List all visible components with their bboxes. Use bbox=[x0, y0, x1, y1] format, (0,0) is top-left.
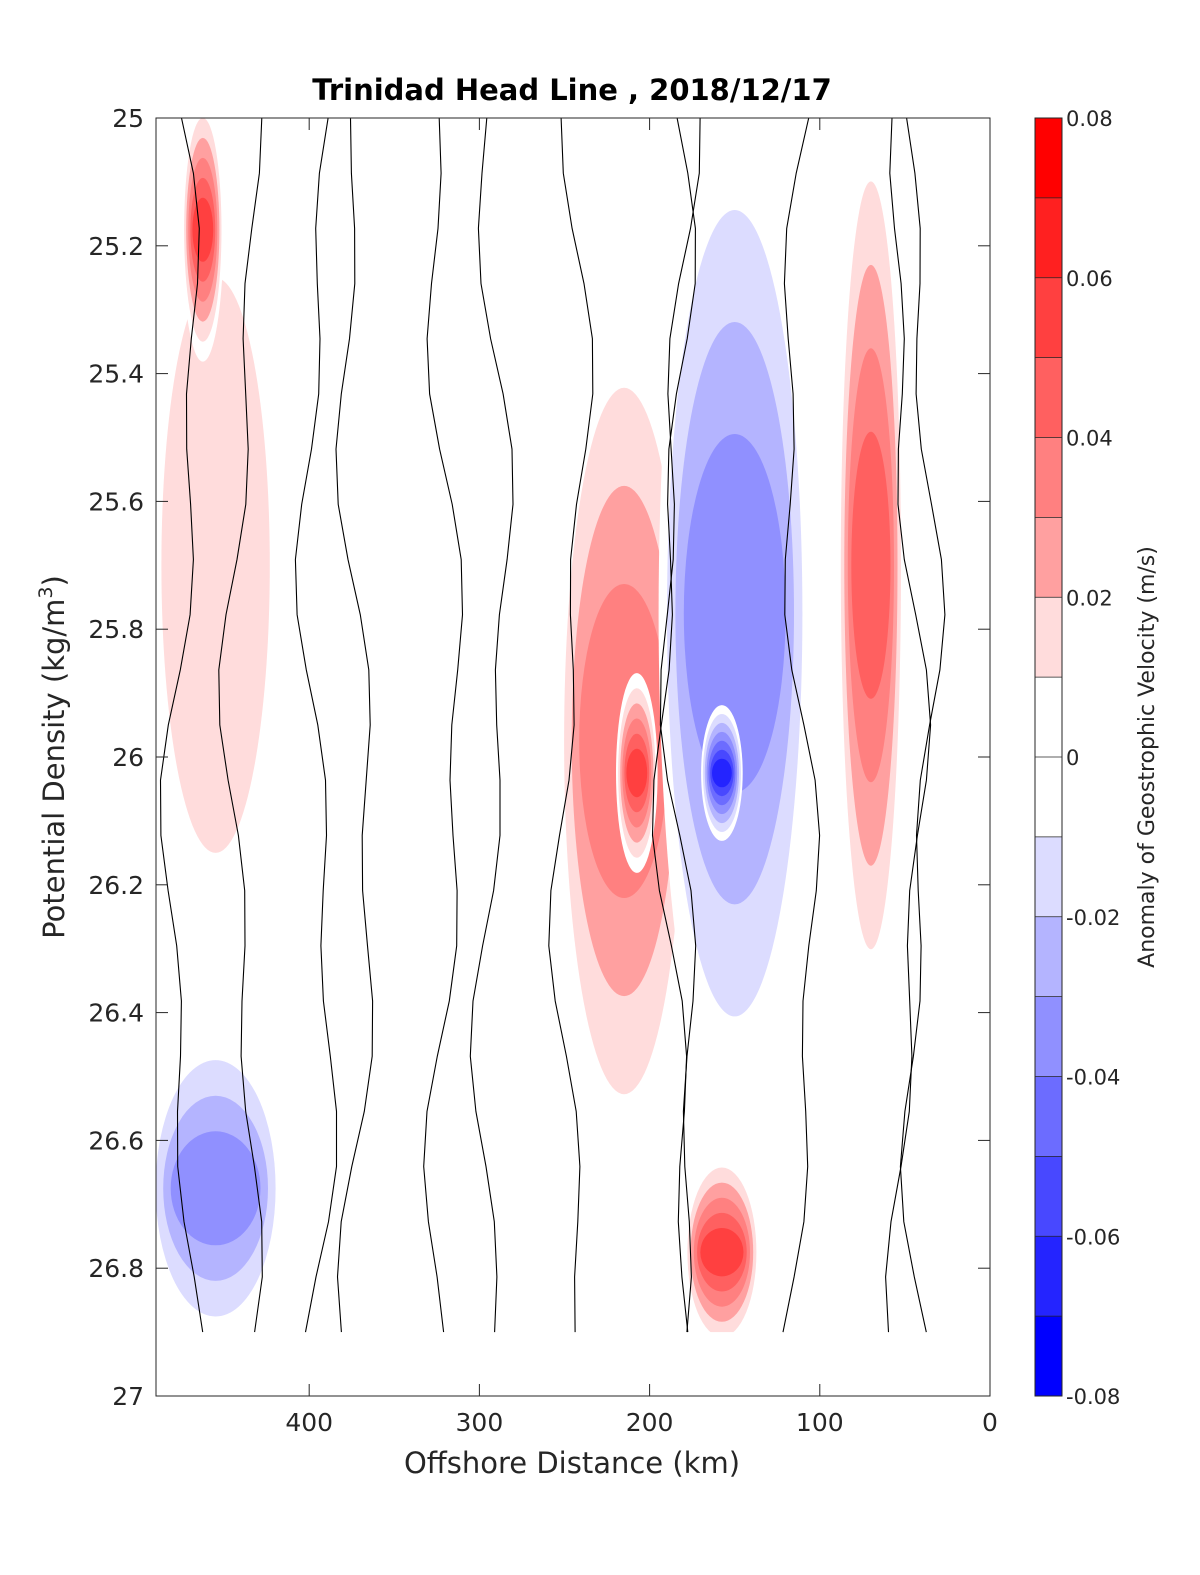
colorbar-label: Anomaly of Geostrophic Velocity (m/s) bbox=[1135, 546, 1160, 968]
contour-fill-level bbox=[192, 197, 214, 262]
zero-contour bbox=[335, 118, 374, 1333]
no-data-region bbox=[156, 1332, 990, 1396]
x-axis-label: Offshore Distance (km) bbox=[404, 1446, 740, 1480]
zero-contour bbox=[159, 118, 204, 1333]
y-tick-label: 25.6 bbox=[88, 487, 144, 516]
zero-contour bbox=[294, 118, 338, 1333]
y-axis-label-close: ) bbox=[37, 575, 71, 586]
contour-fill-level bbox=[161, 277, 270, 853]
colorbar-level bbox=[1035, 1236, 1062, 1317]
colorbar-tick-label: -0.02 bbox=[1066, 906, 1120, 930]
zero-contour bbox=[423, 118, 464, 1333]
contour-fill-level bbox=[170, 1131, 261, 1246]
x-tick-label: 0 bbox=[982, 1408, 998, 1437]
colorbar-tick-label: 0.02 bbox=[1066, 586, 1113, 610]
colorbar-level bbox=[1035, 357, 1062, 439]
y-tick-label: 26.2 bbox=[88, 871, 144, 900]
zero-contour bbox=[469, 118, 514, 1333]
contour-fill-level bbox=[712, 758, 732, 788]
colorbar: 0.08 0.06 0.04 0.02 0 -0.02 -0.04 -0.06 -0.08 bbox=[1034, 107, 1120, 1409]
zero-contour-lines bbox=[159, 118, 946, 1333]
x-tick-label: 100 bbox=[796, 1408, 844, 1437]
colorbar-level bbox=[1035, 1156, 1062, 1237]
y-axis-label: Potential Density (kg/m3) bbox=[35, 575, 71, 939]
zero-contour bbox=[885, 118, 932, 1333]
colorbar-level bbox=[1035, 437, 1062, 518]
colorbar-level bbox=[1035, 1316, 1062, 1397]
y-tick-label: 27 bbox=[112, 1382, 144, 1411]
zero-contour bbox=[218, 118, 263, 1333]
zero-contour bbox=[782, 118, 821, 1333]
contour-fill-level bbox=[626, 748, 648, 798]
colorbar-level bbox=[1035, 836, 1062, 918]
colorbar-tick-label: 0 bbox=[1066, 746, 1079, 770]
x-axis: 400 300 200 100 0 bbox=[285, 118, 998, 1437]
chart-title: Trinidad Head Line , 2018/12/17 bbox=[312, 73, 832, 107]
colorbar-level bbox=[1035, 757, 1062, 838]
colorbar-level bbox=[1035, 677, 1062, 758]
contour-field bbox=[156, 118, 990, 1396]
colorbar-tick-label: -0.04 bbox=[1066, 1066, 1120, 1090]
colorbar-level bbox=[1035, 597, 1062, 678]
zero-contour bbox=[659, 118, 701, 1333]
colorbar-tick-label: -0.08 bbox=[1066, 1385, 1120, 1409]
x-tick-label: 300 bbox=[456, 1408, 504, 1437]
contour-fill-level bbox=[851, 431, 891, 699]
colorbar-level bbox=[1035, 118, 1062, 199]
x-tick-label: 400 bbox=[285, 1408, 333, 1437]
y-tick-label: 26.6 bbox=[88, 1126, 144, 1155]
y-tick-label: 25.4 bbox=[88, 360, 144, 389]
zero-contour bbox=[899, 118, 946, 1333]
colorbar-tick-label: 0.04 bbox=[1066, 427, 1113, 451]
colorbar-tick-label: 0.08 bbox=[1066, 107, 1113, 131]
x-tick-label: 200 bbox=[626, 1408, 674, 1437]
y-tick-label: 26 bbox=[112, 743, 144, 772]
zero-contour bbox=[548, 118, 594, 1333]
y-axis: 25 25.2 25.4 25.6 25.8 26 26.2 26.4 26.6 26.8 27 bbox=[88, 104, 990, 1411]
colorbar-level bbox=[1035, 1076, 1062, 1157]
colorbar-frame bbox=[1034, 117, 1063, 1397]
y-tick-label: 25.2 bbox=[88, 232, 144, 261]
y-tick-label: 25 bbox=[112, 104, 144, 133]
y-tick-label: 26.8 bbox=[88, 1254, 144, 1283]
contour-fill-level bbox=[700, 1228, 744, 1277]
colorbar-level bbox=[1035, 197, 1062, 279]
colorbar-level bbox=[1035, 277, 1062, 359]
colorbar-level bbox=[1035, 517, 1062, 598]
colorbar-tick-label: -0.06 bbox=[1066, 1225, 1120, 1249]
y-tick-label: 25.8 bbox=[88, 615, 144, 644]
colorbar-tick-label: 0.06 bbox=[1066, 267, 1113, 291]
contour-fill-level bbox=[683, 434, 786, 793]
y-axis-label-main: Potential Density (kg/m bbox=[37, 599, 71, 939]
y-tick-label: 26.4 bbox=[88, 999, 144, 1028]
zero-contour bbox=[651, 118, 696, 1333]
colorbar-level bbox=[1035, 996, 1062, 1078]
y-axis-label-sup: 3 bbox=[35, 586, 57, 598]
colorbar-level bbox=[1035, 916, 1062, 998]
